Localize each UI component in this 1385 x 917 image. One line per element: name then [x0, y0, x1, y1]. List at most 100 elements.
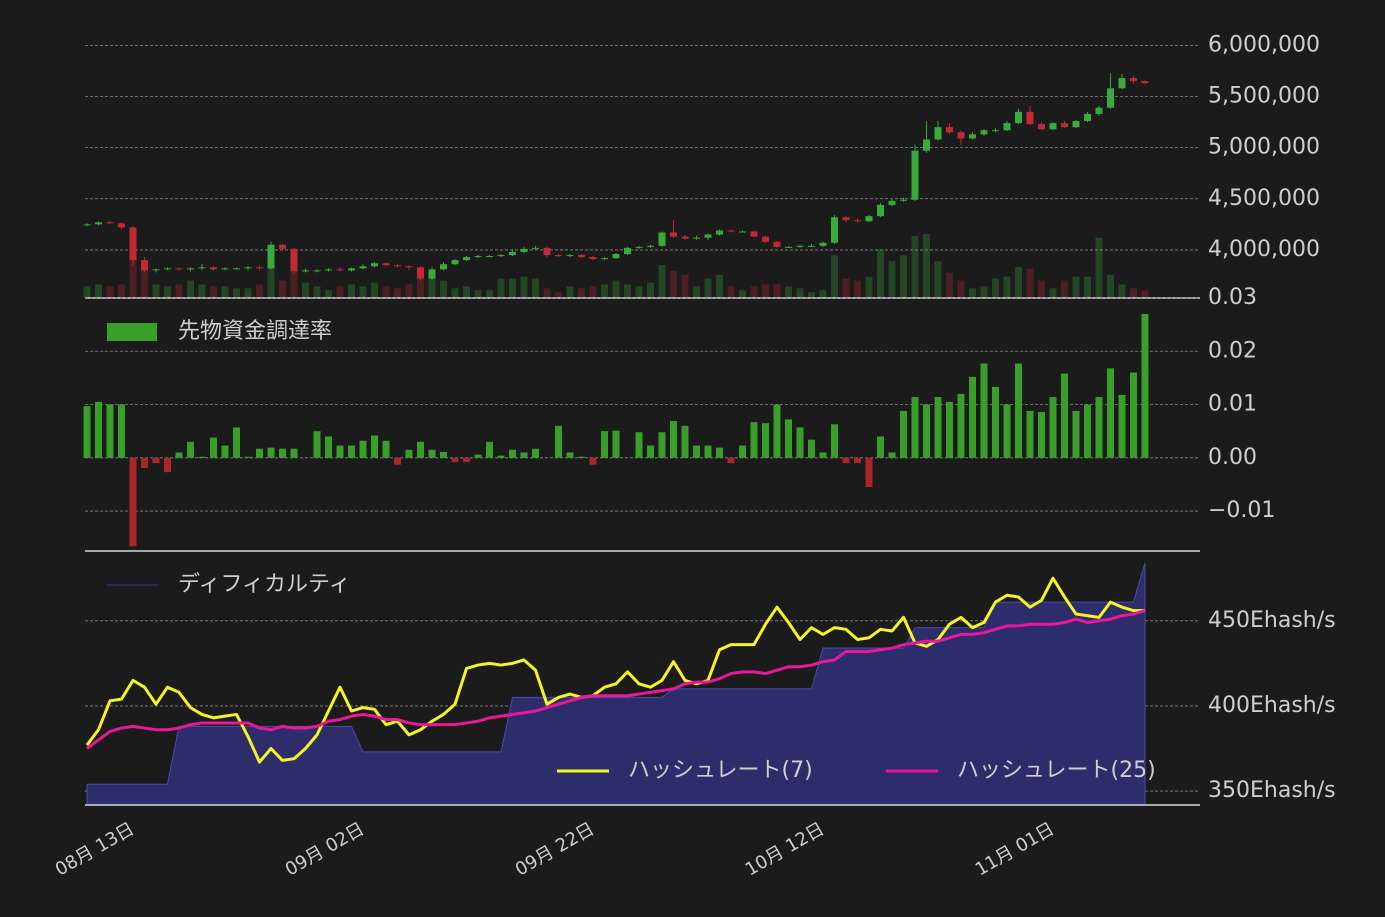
bar: [716, 447, 723, 458]
candle-body: [750, 231, 758, 237]
volume-bar: [244, 288, 252, 298]
volume-bar: [152, 284, 160, 298]
bar: [394, 457, 401, 465]
candle-body: [819, 242, 827, 246]
bar: [946, 401, 953, 458]
candle-body: [1084, 113, 1091, 122]
volume-bar: [1118, 284, 1126, 298]
bar: [198, 456, 206, 458]
volume-bar: [129, 259, 137, 298]
volume-bar: [256, 284, 263, 298]
bar: [348, 445, 355, 458]
candle-body: [1061, 123, 1068, 128]
volume-bar: [187, 280, 194, 298]
volume-bar: [681, 274, 689, 298]
volume-bar: [888, 261, 896, 298]
legend-label: ハッシュレート(7): [628, 758, 813, 783]
volume-bar: [739, 290, 746, 298]
volume-bar: [785, 286, 792, 298]
bar: [796, 427, 804, 458]
y-tick-label: 4,000,000: [1208, 237, 1320, 262]
candle-body: [727, 230, 735, 232]
candle-body: [785, 246, 792, 248]
candle-body: [888, 200, 896, 205]
candle-body: [451, 260, 459, 265]
candle-body: [233, 268, 240, 270]
volume-bar: [601, 284, 608, 298]
volume-bar: [359, 286, 367, 298]
bar: [658, 432, 666, 458]
candle-body: [624, 247, 631, 255]
volume-bar: [1049, 288, 1057, 298]
bar: [1084, 404, 1091, 458]
candle-body: [106, 222, 114, 224]
y-tick-label: 350Ehash/s: [1208, 778, 1336, 803]
bar: [819, 452, 827, 458]
candle-body: [773, 241, 781, 247]
bar: [727, 457, 735, 464]
bar: [405, 449, 413, 458]
volume-bar: [1061, 280, 1068, 298]
volume-bar: [325, 290, 332, 298]
volume-bar: [946, 272, 953, 298]
candle-body: [221, 268, 229, 270]
volume-bar: [670, 270, 677, 298]
legend-label: ディフィカルティ: [178, 572, 351, 597]
bar: [359, 440, 367, 458]
bar: [969, 376, 976, 458]
volume-bar: [83, 286, 91, 298]
bar: [1141, 313, 1149, 458]
volume-bar: [440, 280, 447, 298]
candle-body: [371, 263, 378, 267]
bar: [566, 452, 574, 458]
bar: [647, 445, 654, 458]
candle-body: [417, 267, 424, 279]
bar: [175, 452, 183, 458]
bar: [486, 441, 493, 458]
bar: [831, 424, 838, 458]
volume-bar: [957, 280, 965, 298]
candle-body: [716, 230, 723, 235]
volume-bar: [1107, 274, 1114, 298]
candle-body: [1049, 123, 1057, 130]
volume-bar: [313, 286, 321, 298]
candle-body: [520, 248, 528, 252]
candle-body: [313, 270, 321, 272]
candle-body: [95, 222, 102, 225]
legend-swatch: [107, 323, 157, 341]
candle-body: [842, 217, 850, 221]
candle-body: [1072, 121, 1080, 128]
bar: [1130, 372, 1137, 458]
candle-body: [256, 267, 263, 269]
volume-bar: [773, 284, 781, 298]
bar: [808, 439, 815, 458]
bar: [290, 448, 298, 458]
bar: [382, 440, 390, 458]
bar: [854, 457, 861, 464]
volume-bar: [1038, 280, 1045, 298]
volume-bar: [267, 247, 275, 298]
volume-bar: [1072, 276, 1080, 298]
candle-body: [532, 247, 539, 249]
bar: [244, 456, 252, 458]
bar: [957, 393, 965, 458]
volume-bar: [865, 276, 873, 298]
bar: [555, 425, 562, 458]
candle-body: [670, 232, 677, 237]
candle-body: [601, 258, 608, 260]
candle-body: [762, 236, 769, 242]
candle-body: [474, 256, 482, 258]
candle-body: [681, 236, 689, 239]
bar: [900, 410, 907, 458]
candle-body: [428, 269, 436, 279]
y-tick-label: 0.01: [1208, 392, 1257, 417]
bar: [923, 404, 930, 458]
volume-bar: [831, 255, 838, 298]
bar: [451, 457, 459, 463]
volume-bar: [854, 280, 861, 298]
volume-bar: [141, 268, 148, 298]
volume-bar: [900, 255, 907, 298]
candle-body: [647, 245, 654, 247]
candle-body: [302, 270, 309, 272]
